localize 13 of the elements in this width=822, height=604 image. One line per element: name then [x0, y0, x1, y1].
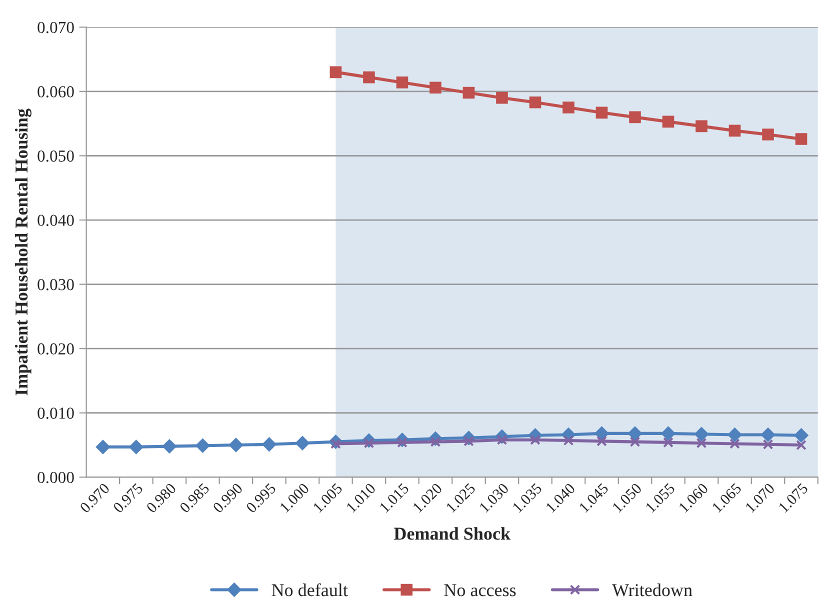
y-tick-label: 0.010: [38, 408, 74, 419]
y-tick-label: 0.060: [38, 86, 74, 98]
x-axis-title: Demand Shock: [394, 527, 511, 540]
legend-label: No access: [444, 584, 516, 596]
y-tick-label: 0.070: [38, 22, 74, 34]
legend-label: Writedown: [612, 584, 692, 596]
y-tick-label: 0.000: [38, 472, 74, 484]
legend-label: No default: [272, 583, 348, 596]
y-axis-title: Impatient Household Rental Housing: [14, 108, 32, 396]
y-tick-label: 0.050: [38, 150, 74, 162]
y-tick-label: 0.030: [38, 279, 74, 290]
y-tick-label: 0.040: [38, 214, 74, 226]
y-tick-label: 0.020: [38, 343, 74, 355]
